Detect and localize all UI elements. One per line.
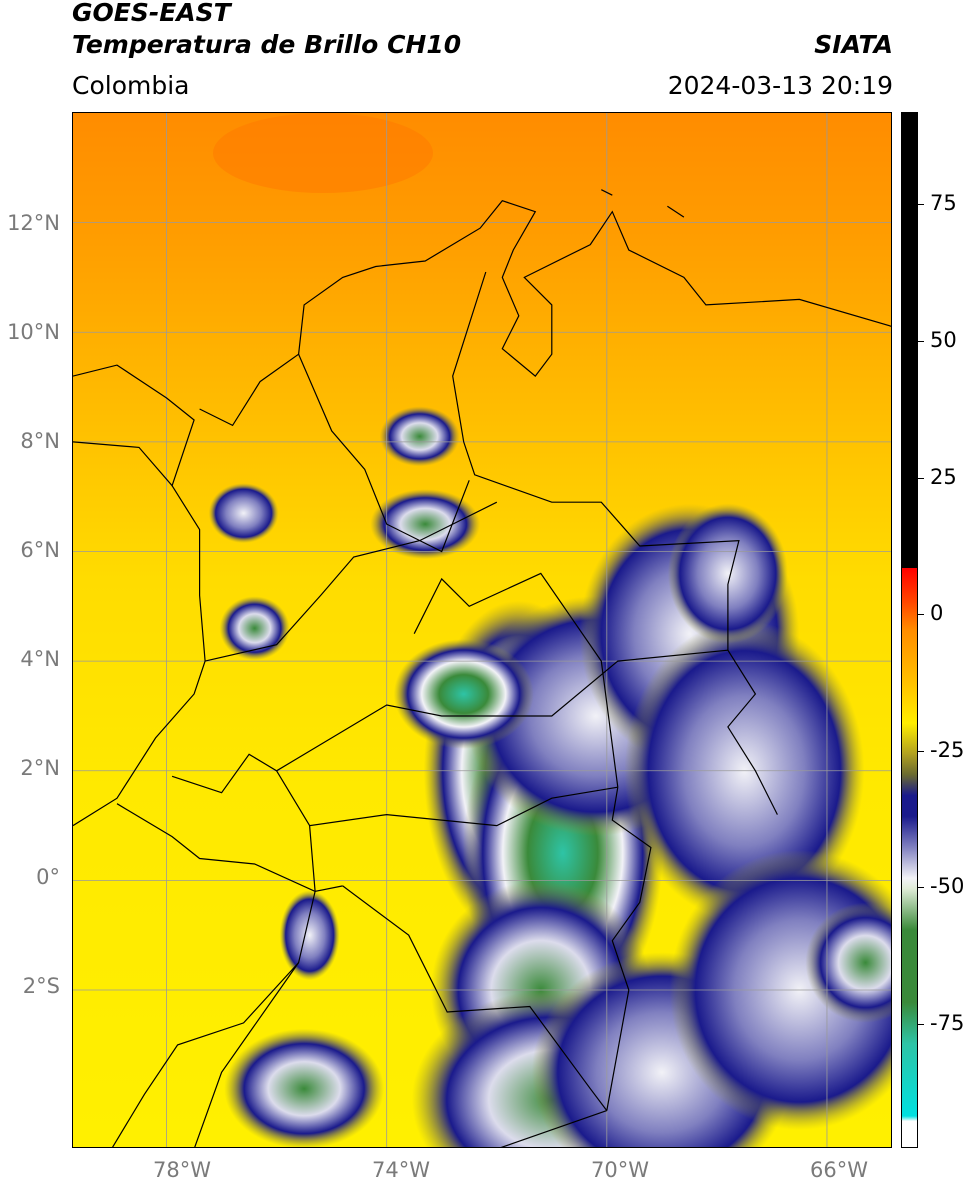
border-line <box>606 787 652 1111</box>
convective-cloud <box>370 489 481 560</box>
lat-label: 10°N <box>7 320 60 344</box>
colorbar-tick <box>918 614 924 615</box>
border-line <box>73 485 206 827</box>
border-line <box>452 271 778 815</box>
lon-label: 78°W <box>153 1158 211 1182</box>
colorbar-label: 25 <box>930 465 957 489</box>
lat-label: 12°N <box>7 211 60 235</box>
colorbar-tick <box>918 751 924 752</box>
border-line <box>116 803 343 893</box>
convective-cloud <box>393 639 534 750</box>
lat-label: 4°N <box>20 647 60 671</box>
lat-label: 0° <box>36 865 60 889</box>
border-line <box>500 1110 607 1147</box>
border-line <box>298 353 470 553</box>
convective-cloud <box>208 483 279 544</box>
colorbar-label: -50 <box>930 874 965 898</box>
lat-label: 8°N <box>20 429 60 453</box>
brightness-temperature-map <box>73 113 891 1147</box>
colorbar-label: 50 <box>930 328 957 352</box>
colorbar-label: 0 <box>930 601 944 625</box>
border-line <box>667 205 685 218</box>
lat-label: 2°N <box>20 756 60 780</box>
border-line <box>171 753 311 826</box>
border-line <box>194 962 300 1147</box>
political-borders <box>73 189 891 1147</box>
convective-cloud <box>279 890 340 981</box>
agency-label: SIATA <box>814 30 893 59</box>
temperature-colorbar <box>901 112 918 1148</box>
border-line <box>204 501 498 662</box>
lon-label: 66°W <box>810 1158 868 1182</box>
border-line <box>73 364 195 487</box>
convective-cloud <box>667 503 788 644</box>
lat-label: 6°N <box>20 538 60 562</box>
colorbar-tick <box>918 887 924 888</box>
timestamp-label: 2024-03-13 20:19 <box>667 71 893 100</box>
border-line <box>413 572 619 788</box>
colorbar-label: -25 <box>930 738 965 762</box>
graticule <box>73 113 891 1147</box>
satellite-title: GOES-EAST <box>72 0 231 27</box>
product-title: Temperatura de Brillo CH10 <box>72 30 462 59</box>
colorbar-tick <box>918 478 924 479</box>
border-line <box>601 189 613 196</box>
border-line <box>276 649 728 772</box>
border-line <box>342 885 608 1111</box>
map-panel[interactable] <box>72 112 892 1148</box>
warm-area <box>213 113 433 193</box>
region-label: Colombia <box>72 71 190 100</box>
colorbar-tick <box>918 1024 924 1025</box>
colorbar-label: 75 <box>930 191 957 215</box>
border-line <box>199 199 891 427</box>
colorbar-label: -75 <box>930 1011 965 1035</box>
convective-cloud <box>219 596 290 661</box>
colorbar-tick <box>918 341 924 342</box>
convective-cloud <box>224 1028 385 1147</box>
lon-label: 74°W <box>372 1158 430 1182</box>
lat-label: 2°S <box>22 974 60 998</box>
border-line <box>112 891 316 1147</box>
lon-label: 70°W <box>591 1158 649 1182</box>
border-line <box>308 786 618 892</box>
colorbar-tick <box>918 204 924 205</box>
convective-cloud <box>379 406 460 467</box>
